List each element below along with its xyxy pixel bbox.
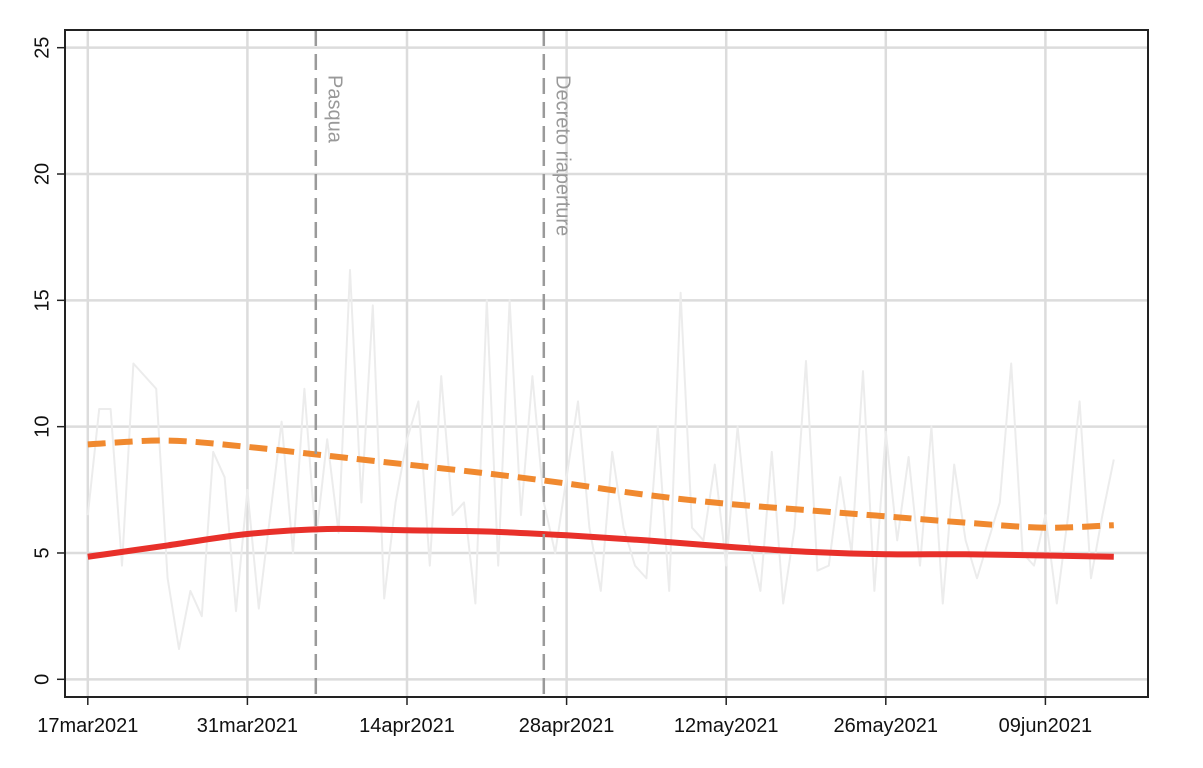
- y-tick-label: 5: [31, 547, 53, 558]
- series-line: [86, 269, 1115, 650]
- x-tick-label: 28apr2021: [519, 715, 615, 737]
- y-tick-label: 25: [31, 37, 53, 59]
- y-tick-label: 0: [31, 674, 53, 685]
- event-label: Pasqua: [324, 75, 346, 144]
- y-tick-label: 10: [31, 416, 53, 438]
- event-label: Decreto riaperture: [552, 75, 574, 236]
- y-tick-label: 20: [31, 163, 53, 185]
- x-tick-label: 26may2021: [834, 715, 939, 737]
- y-tick-label: 15: [31, 289, 53, 311]
- x-tick-label: 17mar2021: [37, 715, 138, 737]
- x-tick-label: 12may2021: [674, 715, 779, 737]
- series-line: [87, 437, 1114, 531]
- x-tick-label: 14apr2021: [359, 715, 455, 737]
- x-tick-label: 31mar2021: [197, 715, 298, 737]
- plot-frame: [64, 29, 1149, 698]
- x-tick-label: 09jun2021: [999, 715, 1092, 737]
- series-line: [87, 525, 1114, 560]
